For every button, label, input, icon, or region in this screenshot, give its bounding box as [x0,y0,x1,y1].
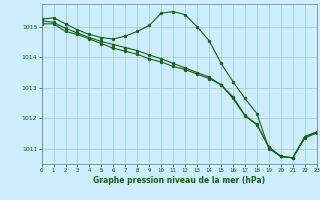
X-axis label: Graphe pression niveau de la mer (hPa): Graphe pression niveau de la mer (hPa) [93,176,265,185]
